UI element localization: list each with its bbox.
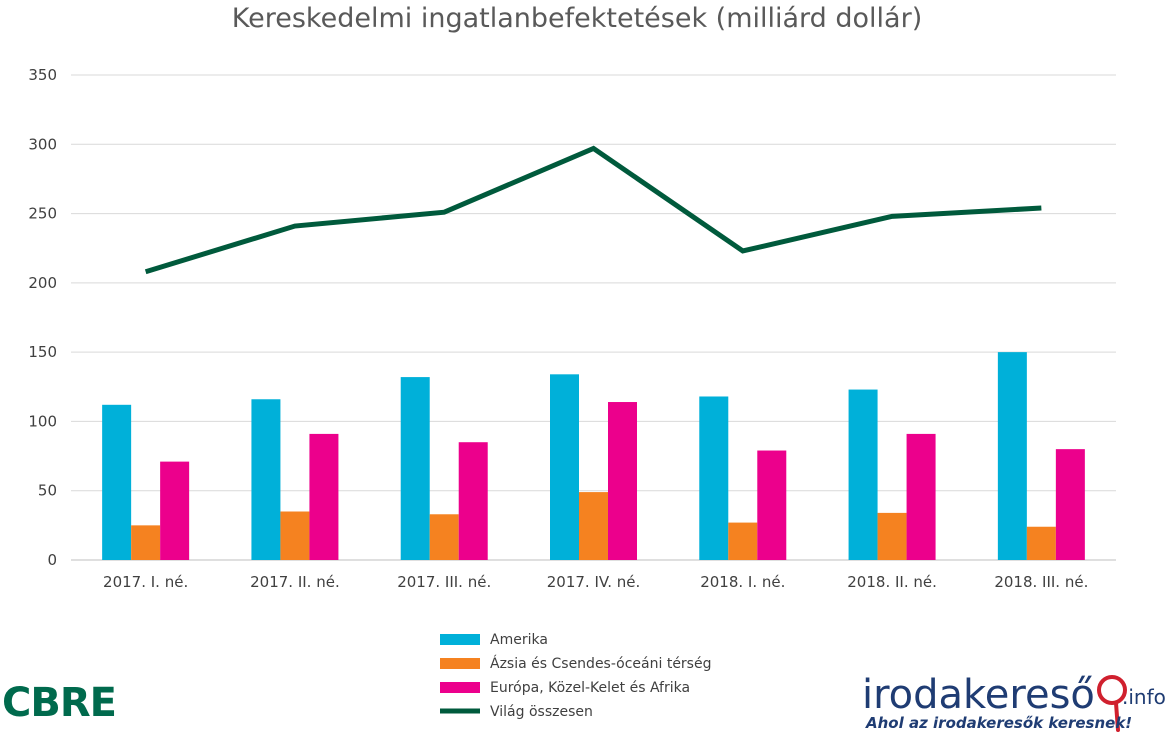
y-tick-label: 300 [28, 135, 57, 153]
cbre-logo: CBRE [2, 680, 116, 726]
chart-title: Kereskedelmi ingatlanbefektetések (milli… [232, 3, 923, 34]
x-tick-label: 2018. III. né. [994, 573, 1088, 591]
y-tick-label: 250 [28, 205, 57, 223]
bar-európa [906, 433, 936, 560]
bar-európa [458, 442, 488, 560]
magnifier-icon [1097, 675, 1127, 705]
magnifier-handle-icon [1114, 701, 1120, 732]
x-axis-ticks: 2017. I. né. 2017. II. né. 2017. III. né. 2… [103, 573, 1088, 591]
bar-amerika [251, 399, 281, 560]
x-tick-label: 2017. IV. né. [547, 573, 641, 591]
bar-európa [309, 433, 339, 560]
bar-amerika [848, 389, 878, 560]
gridlines [71, 74, 1116, 561]
y-tick-label: 150 [28, 343, 57, 361]
bars [102, 352, 1085, 560]
bar-ázsia [131, 525, 161, 560]
bar-európa [1055, 449, 1085, 560]
bar-ázsia [1026, 526, 1056, 560]
bar-amerika [699, 396, 729, 560]
x-tick-label: 2018. II. né. [847, 573, 937, 591]
x-tick-label: 2017. I. né. [103, 573, 188, 591]
y-tick-label: 50 [38, 482, 57, 500]
bar-ázsia [429, 514, 459, 560]
y-tick-label: 200 [28, 274, 57, 292]
total-line [144, 145, 1042, 275]
legend-label: Amerika [490, 632, 548, 648]
legend-label: Ázsia és Csendes-óceáni térség [490, 655, 711, 672]
x-tick-label: 2017. III. né. [397, 573, 491, 591]
bar-ázsia [280, 511, 310, 560]
irodakereso-logo: irodakereső .info Ahol az irodakeresők k… [862, 672, 1166, 732]
y-tick-label: 350 [28, 66, 57, 84]
bar-európa [757, 450, 787, 560]
x-tick-label: 2017. II. né. [250, 573, 340, 591]
y-tick-label: 0 [47, 551, 57, 569]
bar-amerika [102, 404, 132, 560]
bar-ázsia [579, 492, 608, 560]
legend-swatch [440, 634, 480, 645]
bar-amerika [997, 352, 1027, 560]
legend-swatch [440, 682, 480, 693]
bar-amerika [400, 377, 430, 560]
bar-európa [160, 461, 190, 560]
y-axis-ticks: 0 50 100 150 200 250 300 350 [28, 66, 57, 569]
irodakereso-logo-text: irodakereső [862, 672, 1095, 718]
line-series-total [144, 145, 1042, 275]
bar-ázsia [877, 512, 907, 560]
legend-swatch [440, 658, 480, 669]
y-tick-label: 100 [28, 412, 57, 430]
irodakereso-slogan: Ahol az irodakeresők keresnek! [865, 714, 1132, 732]
bar-amerika [550, 374, 579, 560]
x-tick-label: 2018. I. né. [700, 573, 785, 591]
legend-label: Világ összesen [490, 704, 593, 720]
irodakereso-logo-suffix: .info [1122, 685, 1166, 709]
legend-label: Európa, Közel-Kelet és Afrika [490, 680, 690, 696]
bar-európa [608, 402, 637, 560]
legend: Amerika Ázsia és Csendes-óceáni térség Eur… [440, 632, 711, 720]
bar-ázsia [728, 522, 758, 560]
